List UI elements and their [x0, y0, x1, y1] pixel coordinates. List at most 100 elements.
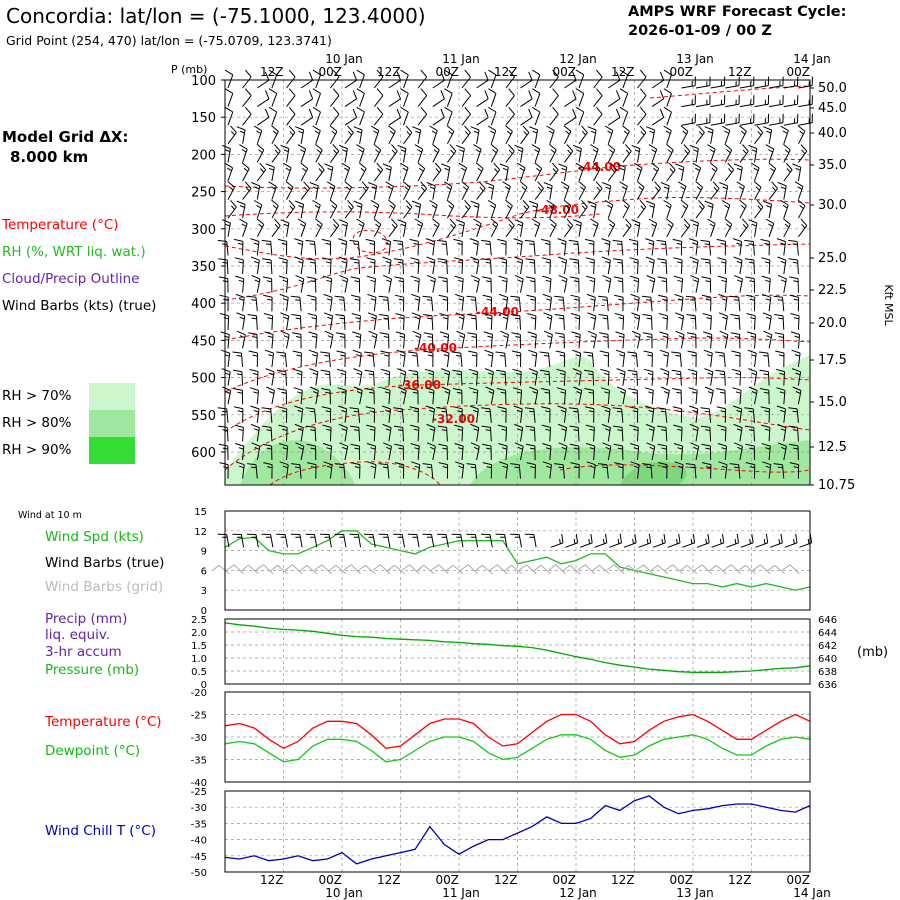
upper-wind-barb — [790, 331, 801, 349]
upper-wind-barb — [710, 181, 720, 200]
upper-air-panel: -32.00 -36.00 -40.00 -44.00 -48.00 -44.00 — [217, 69, 813, 486]
surface-wind-barb-grid — [504, 564, 522, 575]
surface-wind-barb-grid — [679, 564, 698, 575]
upper-wind-barb — [502, 181, 511, 200]
upper-wind-barb — [221, 144, 231, 163]
upper-wind-barb — [586, 443, 596, 461]
upper-wind-barb — [651, 108, 665, 126]
upper-wind-barb — [308, 331, 318, 349]
upper-wind-barb — [540, 388, 551, 405]
upper-wind-barb — [663, 125, 672, 144]
upper-wind-barb — [721, 199, 731, 219]
bottom-hour-label: 12Z — [728, 873, 752, 887]
upper-wind-barb — [689, 144, 699, 163]
top-hour-label: 12Z — [377, 65, 401, 79]
surface-wind-barb-true — [451, 533, 464, 548]
surface-wind-barb-true — [276, 533, 288, 548]
upper-wind-barb — [586, 275, 596, 293]
rh-legend-90: RH > 90% — [2, 442, 72, 458]
upper-wind-barb — [583, 369, 595, 386]
upper-wind-barb — [424, 350, 434, 368]
surface-wind-barb-grid — [782, 564, 800, 575]
upper-wind-barb — [306, 425, 317, 442]
upper-wind-barb — [367, 461, 377, 479]
upper-wind-barb — [549, 88, 559, 107]
upper-wind-barb — [542, 443, 552, 461]
axes-layer: P (mb)1001502002503003504004505005506005… — [171, 52, 895, 900]
upper-wind-barb — [470, 256, 480, 275]
upper-wind-barb — [510, 463, 521, 479]
upper-wind-barb — [278, 443, 289, 461]
upper-wind-barb — [573, 386, 583, 405]
upper-wind-barb — [338, 219, 348, 237]
pressure-tick-label: 644 — [818, 628, 837, 639]
upper-wind-barb — [600, 368, 610, 386]
upper-wind-barb — [739, 95, 755, 108]
upper-wind-barb — [744, 239, 755, 256]
upper-wind-barb — [425, 405, 435, 423]
upper-wind-barb — [470, 442, 480, 461]
top-date-label: 11 Jan — [442, 52, 480, 66]
upper-wind-barb — [780, 125, 789, 144]
liq-equiv-label: liq. equiv. — [45, 627, 111, 643]
kft-tick-label: 20.0 — [818, 316, 847, 331]
upper-wind-barb — [417, 181, 427, 200]
upper-wind-barb — [321, 388, 331, 405]
upper-wind-barb — [224, 162, 234, 182]
upper-wind-barb — [532, 69, 541, 89]
pressure-tick-label: 150 — [191, 111, 216, 126]
upper-wind-barb — [382, 163, 392, 182]
surface-wind-barb-grid — [240, 564, 259, 575]
temp-tick-label: -30 — [191, 733, 207, 744]
upper-wind-barb — [381, 238, 392, 256]
upper-wind-barb — [295, 442, 305, 461]
upper-wind-barb — [520, 199, 530, 219]
upper-wind-barb — [680, 125, 689, 145]
upper-wind-barb — [323, 461, 333, 479]
upper-wind-barb — [330, 69, 340, 89]
upper-wind-barb — [250, 238, 260, 256]
upper-wind-barb — [546, 199, 555, 219]
upper-wind-barb — [776, 238, 786, 256]
upper-wind-barb — [261, 407, 273, 423]
surface-wind-barb-grid — [621, 564, 639, 575]
upper-wind-barb — [739, 199, 747, 219]
upper-wind-barb — [648, 144, 658, 163]
upper-wind-barb — [248, 332, 258, 349]
upper-wind-barb — [659, 349, 669, 368]
upper-wind-barb — [388, 218, 398, 238]
upper-wind-barb — [744, 258, 755, 275]
upper-wind-barb — [323, 312, 334, 330]
upper-wind-barb — [690, 442, 700, 461]
upper-wind-barb — [218, 425, 229, 442]
upper-wind-barb — [689, 256, 699, 275]
upper-wind-barb — [439, 331, 450, 349]
upper-wind-barb — [470, 126, 480, 144]
upper-wind-barb — [526, 462, 536, 479]
upper-wind-barb — [446, 125, 455, 145]
upper-wind-barb — [358, 162, 367, 182]
pressure-axis-label: P (mb) — [171, 63, 207, 76]
upper-wind-barb — [339, 274, 349, 293]
upper-wind-barb — [268, 69, 278, 89]
upper-wind-barb — [397, 144, 407, 163]
pressure-tick-label: 100 — [191, 74, 216, 89]
upper-wind-barb — [519, 181, 528, 200]
upper-wind-barb — [563, 125, 572, 145]
upper-wind-barb — [279, 461, 289, 479]
upper-wind-barb — [408, 388, 419, 405]
upper-wind-barb — [388, 199, 396, 219]
upper-wind-barb — [619, 181, 628, 200]
upper-wind-barb — [397, 219, 407, 237]
upper-wind-barb — [461, 69, 471, 89]
pressure-tick-label: 640 — [818, 654, 837, 665]
upper-wind-barb — [689, 405, 699, 423]
upper-wind-barb — [783, 76, 799, 89]
upper-wind-barb — [353, 368, 363, 386]
upper-wind-barb — [266, 386, 275, 405]
surface-wind-barb-grid — [357, 564, 376, 575]
upper-wind-barb — [409, 238, 419, 256]
upper-wind-barb — [308, 349, 318, 368]
upper-wind-barb — [777, 423, 787, 442]
upper-wind-barb — [385, 181, 394, 200]
